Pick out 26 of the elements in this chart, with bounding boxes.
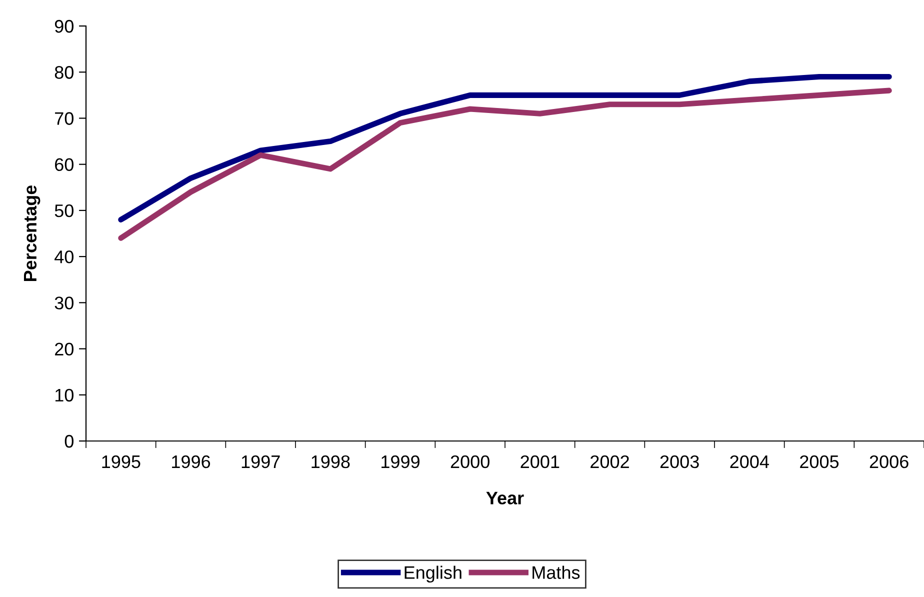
x-tick-label: 2001 <box>520 455 560 468</box>
x-tick-label: 1998 <box>312 455 350 468</box>
y-tick-label: 30 <box>54 296 74 310</box>
x-axis-title: Year <box>486 492 524 504</box>
x-tick-label: 2002 <box>590 455 629 468</box>
y-axis-title: Percentage <box>24 185 40 281</box>
y-tick-label: 50 <box>54 204 74 218</box>
x-tick-label: 2003 <box>660 455 699 468</box>
x-tick-label: 1995 <box>102 455 140 468</box>
y-tick-label: 20 <box>55 342 74 356</box>
legend-label: English <box>404 566 462 583</box>
y-tick-label: 70 <box>55 112 74 125</box>
x-tick-label: 1999 <box>382 455 420 468</box>
y-tick-label: 80 <box>54 66 74 79</box>
x-tick-label: 1997 <box>242 455 280 468</box>
x-tick-label: 2004 <box>730 455 769 468</box>
y-tick-label: 60 <box>55 158 74 172</box>
y-tick-label: 0 <box>64 434 74 448</box>
y-tick-label: 10 <box>55 388 74 402</box>
x-tick-label: 2006 <box>870 455 908 468</box>
x-tick-label: 2005 <box>800 455 839 468</box>
x-tick-label: 2000 <box>450 455 490 468</box>
y-tick-label: 40 <box>54 250 74 264</box>
legend-label: Maths <box>532 566 580 579</box>
y-tick-label: 90 <box>54 20 74 33</box>
x-tick-label: 1996 <box>172 455 210 468</box>
